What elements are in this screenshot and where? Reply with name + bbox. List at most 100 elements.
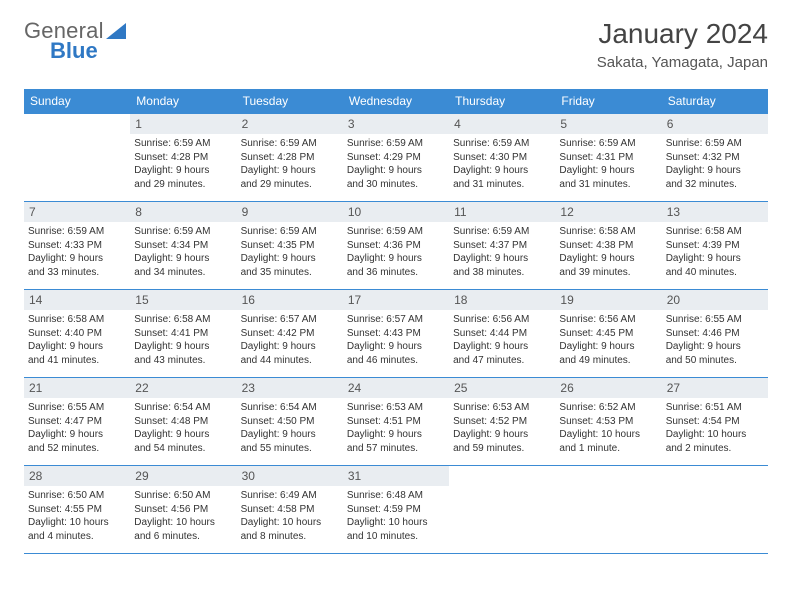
- day-line: Sunset: 4:32 PM: [666, 151, 764, 165]
- day-line: Daylight: 9 hours: [347, 340, 445, 354]
- day-cell: [555, 466, 661, 554]
- day-line: Sunset: 4:56 PM: [134, 503, 232, 517]
- week-row: 1Sunrise: 6:59 AMSunset: 4:28 PMDaylight…: [24, 114, 768, 202]
- day-line: Daylight: 9 hours: [241, 428, 339, 442]
- day-line: Sunset: 4:28 PM: [241, 151, 339, 165]
- day-line: Daylight: 9 hours: [453, 428, 551, 442]
- day-line: and 38 minutes.: [453, 266, 551, 280]
- day-line: Daylight: 9 hours: [559, 252, 657, 266]
- day-details: Sunrise: 6:53 AMSunset: 4:52 PMDaylight:…: [453, 401, 551, 455]
- day-line: and 10 minutes.: [347, 530, 445, 544]
- day-line: Sunrise: 6:57 AM: [347, 313, 445, 327]
- day-details: Sunrise: 6:59 AMSunset: 4:32 PMDaylight:…: [666, 137, 764, 191]
- day-line: Sunrise: 6:59 AM: [453, 137, 551, 151]
- day-cell: 15Sunrise: 6:58 AMSunset: 4:41 PMDayligh…: [130, 290, 236, 378]
- day-line: and 34 minutes.: [134, 266, 232, 280]
- day-number: 6: [662, 114, 768, 134]
- day-line: Sunrise: 6:56 AM: [453, 313, 551, 327]
- day-cell: 30Sunrise: 6:49 AMSunset: 4:58 PMDayligh…: [237, 466, 343, 554]
- day-details: Sunrise: 6:59 AMSunset: 4:28 PMDaylight:…: [241, 137, 339, 191]
- day-line: Sunset: 4:39 PM: [666, 239, 764, 253]
- day-cell: 1Sunrise: 6:59 AMSunset: 4:28 PMDaylight…: [130, 114, 236, 202]
- day-details: Sunrise: 6:49 AMSunset: 4:58 PMDaylight:…: [241, 489, 339, 543]
- day-details: Sunrise: 6:54 AMSunset: 4:50 PMDaylight:…: [241, 401, 339, 455]
- day-cell: 21Sunrise: 6:55 AMSunset: 4:47 PMDayligh…: [24, 378, 130, 466]
- dow-tuesday: Tuesday: [237, 89, 343, 114]
- day-cell: 23Sunrise: 6:54 AMSunset: 4:50 PMDayligh…: [237, 378, 343, 466]
- day-details: Sunrise: 6:59 AMSunset: 4:31 PMDaylight:…: [559, 137, 657, 191]
- day-line: Sunset: 4:44 PM: [453, 327, 551, 341]
- title-block: January 2024 Sakata, Yamagata, Japan: [597, 18, 768, 71]
- day-line: and 35 minutes.: [241, 266, 339, 280]
- day-line: Sunrise: 6:54 AM: [241, 401, 339, 415]
- brand-part2: Blue: [50, 38, 98, 63]
- day-number: 11: [449, 202, 555, 222]
- week-row: 14Sunrise: 6:58 AMSunset: 4:40 PMDayligh…: [24, 290, 768, 378]
- day-cell: 4Sunrise: 6:59 AMSunset: 4:30 PMDaylight…: [449, 114, 555, 202]
- day-cell: 10Sunrise: 6:59 AMSunset: 4:36 PMDayligh…: [343, 202, 449, 290]
- day-number: 20: [662, 290, 768, 310]
- day-details: Sunrise: 6:57 AMSunset: 4:43 PMDaylight:…: [347, 313, 445, 367]
- day-cell: 5Sunrise: 6:59 AMSunset: 4:31 PMDaylight…: [555, 114, 661, 202]
- dow-saturday: Saturday: [662, 89, 768, 114]
- day-details: Sunrise: 6:59 AMSunset: 4:37 PMDaylight:…: [453, 225, 551, 279]
- day-line: and 30 minutes.: [347, 178, 445, 192]
- day-details: Sunrise: 6:50 AMSunset: 4:56 PMDaylight:…: [134, 489, 232, 543]
- day-number: 18: [449, 290, 555, 310]
- day-number: 10: [343, 202, 449, 222]
- day-details: Sunrise: 6:50 AMSunset: 4:55 PMDaylight:…: [28, 489, 126, 543]
- day-cell: 8Sunrise: 6:59 AMSunset: 4:34 PMDaylight…: [130, 202, 236, 290]
- day-line: and 43 minutes.: [134, 354, 232, 368]
- header: General January 2024 Sakata, Yamagata, J…: [24, 18, 768, 71]
- day-line: Sunset: 4:38 PM: [559, 239, 657, 253]
- dow-monday: Monday: [130, 89, 236, 114]
- day-line: and 6 minutes.: [134, 530, 232, 544]
- day-line: Sunrise: 6:59 AM: [241, 137, 339, 151]
- day-line: Sunrise: 6:59 AM: [241, 225, 339, 239]
- day-cell: 2 Sunrise: 6:59 AMSunset: 4:28 PMDaylight…: [237, 114, 343, 202]
- day-line: Sunset: 4:50 PM: [241, 415, 339, 429]
- day-cell: 22Sunrise: 6:54 AMSunset: 4:48 PMDayligh…: [130, 378, 236, 466]
- day-line: Sunset: 4:55 PM: [28, 503, 126, 517]
- day-cell: [24, 114, 130, 202]
- day-number: 12: [555, 202, 661, 222]
- dow-row: Sunday Monday Tuesday Wednesday Thursday…: [24, 89, 768, 114]
- day-number: 29: [130, 466, 236, 486]
- day-cell: 18Sunrise: 6:56 AMSunset: 4:44 PMDayligh…: [449, 290, 555, 378]
- day-details: Sunrise: 6:57 AMSunset: 4:42 PMDaylight:…: [241, 313, 339, 367]
- day-line: Daylight: 10 hours: [666, 428, 764, 442]
- day-line: and 2 minutes.: [666, 442, 764, 456]
- day-line: Sunrise: 6:54 AM: [134, 401, 232, 415]
- brand-triangle-icon: [106, 23, 126, 39]
- day-line: and 36 minutes.: [347, 266, 445, 280]
- day-line: Sunset: 4:40 PM: [28, 327, 126, 341]
- day-line: Sunset: 4:59 PM: [347, 503, 445, 517]
- day-line: Daylight: 10 hours: [134, 516, 232, 530]
- day-number: 2: [237, 114, 343, 134]
- day-number: 16: [237, 290, 343, 310]
- day-cell: [449, 466, 555, 554]
- day-details: Sunrise: 6:56 AMSunset: 4:45 PMDaylight:…: [559, 313, 657, 367]
- day-line: Daylight: 10 hours: [241, 516, 339, 530]
- calendar-table: Sunday Monday Tuesday Wednesday Thursday…: [24, 89, 768, 554]
- day-line: and 47 minutes.: [453, 354, 551, 368]
- day-line: Sunrise: 6:59 AM: [453, 225, 551, 239]
- day-cell: 26Sunrise: 6:52 AMSunset: 4:53 PMDayligh…: [555, 378, 661, 466]
- day-cell: 28Sunrise: 6:50 AMSunset: 4:55 PMDayligh…: [24, 466, 130, 554]
- day-cell: 7Sunrise: 6:59 AMSunset: 4:33 PMDaylight…: [24, 202, 130, 290]
- day-number: 26: [555, 378, 661, 398]
- day-cell: 16 Sunrise: 6:57 AMSunset: 4:42 PMDayligh…: [237, 290, 343, 378]
- day-line: and 29 minutes.: [241, 178, 339, 192]
- day-number: 4: [449, 114, 555, 134]
- day-cell: 27Sunrise: 6:51 AMSunset: 4:54 PMDayligh…: [662, 378, 768, 466]
- day-line: Sunrise: 6:57 AM: [241, 313, 339, 327]
- day-number: 14: [24, 290, 130, 310]
- day-line: Sunrise: 6:55 AM: [28, 401, 126, 415]
- day-line: Sunrise: 6:56 AM: [559, 313, 657, 327]
- day-line: and 31 minutes.: [559, 178, 657, 192]
- day-number: 1: [130, 114, 236, 134]
- location-label: Sakata, Yamagata, Japan: [597, 54, 768, 71]
- day-details: Sunrise: 6:51 AMSunset: 4:54 PMDaylight:…: [666, 401, 764, 455]
- week-row: 28Sunrise: 6:50 AMSunset: 4:55 PMDayligh…: [24, 466, 768, 554]
- day-line: Daylight: 9 hours: [28, 252, 126, 266]
